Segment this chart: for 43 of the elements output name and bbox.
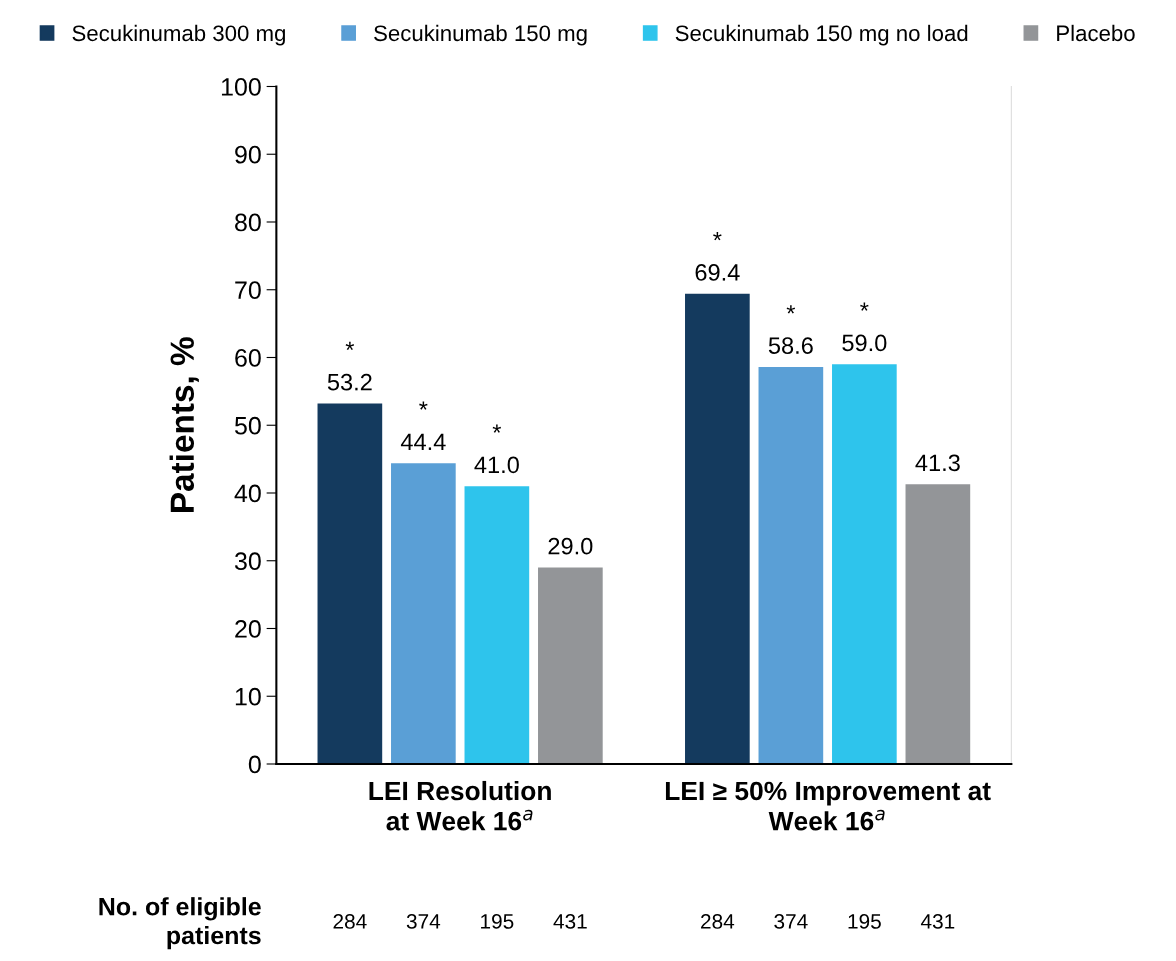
bar xyxy=(905,484,971,764)
text: 374 xyxy=(406,914,441,929)
bar xyxy=(464,486,530,764)
text: 374 xyxy=(774,914,808,929)
data-label: * 53.2 xyxy=(327,341,372,391)
legend-label: Secukinumab 150 mg xyxy=(374,24,587,46)
data-label: * 69.4 xyxy=(695,232,740,281)
data-label: * 41.0 xyxy=(474,424,519,474)
x-tick-label: LEI Resolution at Week 16$^{a}$ xyxy=(369,780,551,831)
text: 284 xyxy=(701,914,735,929)
data-label: * 59.0 xyxy=(842,302,887,352)
bar xyxy=(685,293,750,764)
y-tick-label: 20 xyxy=(235,620,261,638)
data-label: 41.3 xyxy=(915,454,960,472)
x-tick-label: LEI ≥ 50% Improvement at Week 16$^{a}$ xyxy=(665,781,991,831)
y-tick-label: 80 xyxy=(235,213,261,232)
y-tick-label: 50 xyxy=(234,416,261,435)
text: No. of eligible patients xyxy=(99,897,261,950)
bar xyxy=(391,463,456,764)
y-tick-label: 0 xyxy=(248,755,261,774)
data-label: * 58.6 xyxy=(768,305,813,354)
text: 431 xyxy=(920,914,955,929)
text: 284 xyxy=(333,914,367,929)
text: 431 xyxy=(553,914,587,929)
data-label: * 44.4 xyxy=(400,401,446,450)
y-tick-label: 70 xyxy=(235,281,261,300)
bar xyxy=(832,364,897,764)
y-tick-label: 90 xyxy=(235,145,261,164)
legend-label: Secukinumab 300 mg xyxy=(72,24,285,46)
text: 195 xyxy=(848,914,881,929)
y-axis-title: Patients, % xyxy=(169,337,199,512)
legend-label: Secukinumab 150 mg no load xyxy=(675,24,968,46)
text: 195 xyxy=(481,914,514,929)
y-tick-label: 60 xyxy=(235,349,261,367)
bar xyxy=(538,567,603,764)
bar xyxy=(758,366,824,764)
y-tick-label: 10 xyxy=(235,687,261,706)
y-tick-label: 40 xyxy=(234,484,261,503)
data-label: 29.0 xyxy=(548,537,593,555)
bar xyxy=(317,403,383,764)
legend-label: Placebo xyxy=(1057,24,1135,42)
y-tick-label: 30 xyxy=(234,552,261,571)
y-tick-label: 100 xyxy=(221,78,261,96)
